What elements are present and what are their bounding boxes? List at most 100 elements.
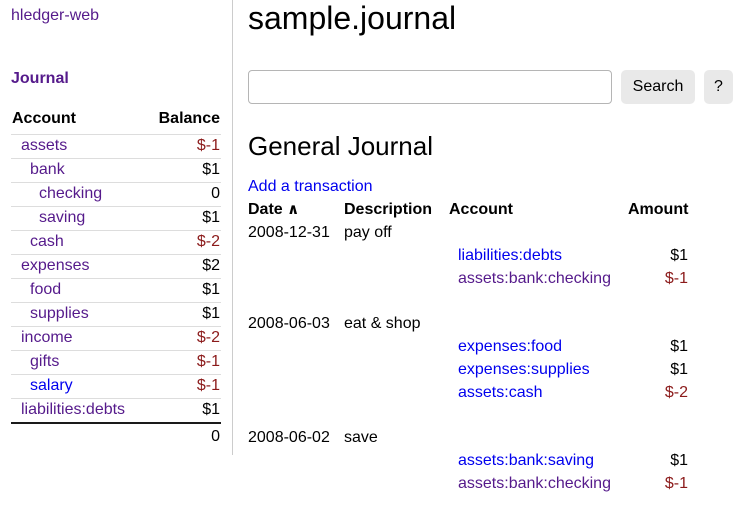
posting-amount: $1	[670, 452, 688, 469]
balance-table-header-row: Account Balance	[11, 106, 221, 135]
account-cell: bank	[11, 158, 147, 183]
account-row: liabilities:debts $1	[11, 398, 221, 423]
account-row: checking 0	[11, 182, 221, 207]
account-row: gifts $-1	[11, 350, 221, 375]
balance-total-row: 0	[11, 422, 221, 449]
account-link[interactable]: assets	[21, 137, 68, 154]
account-link[interactable]: expenses	[21, 257, 90, 274]
transaction-amount-empty	[628, 313, 688, 336]
sidebar-item-journal[interactable]: Journal	[11, 70, 69, 87]
posting-date-empty	[248, 336, 344, 359]
account-row: salary $-1	[11, 374, 221, 399]
account-cell: cash	[11, 230, 147, 255]
search-help-button[interactable]: ?	[704, 70, 733, 104]
posting-description-empty	[344, 245, 449, 268]
posting-date-empty	[248, 382, 344, 405]
transaction-description: eat & shop	[344, 315, 421, 332]
account-link[interactable]: income	[21, 329, 73, 346]
amount-column-header: Amount	[628, 201, 689, 218]
posting-account-link[interactable]: assets:cash	[458, 384, 543, 401]
search-form: Search ?	[248, 70, 735, 104]
page-title: sample.journal	[248, 0, 457, 36]
posting-account-link[interactable]: assets:bank:checking	[458, 270, 611, 287]
transaction-account-empty	[449, 222, 628, 245]
account-link[interactable]: checking	[39, 185, 103, 202]
posting-row: liabilities:debts $1	[248, 245, 688, 268]
account-row: cash $-2	[11, 230, 221, 255]
posting-account-cell: expenses:supplies	[449, 359, 628, 382]
account-link[interactable]: supplies	[30, 305, 89, 322]
balance-column-header: Balance	[158, 110, 220, 127]
posting-row: assets:bank:checking $-1	[248, 473, 688, 496]
account-balance: 0	[146, 182, 221, 207]
posting-date-empty	[248, 359, 344, 382]
transaction-date: 2008-12-31	[248, 224, 330, 241]
posting-account-link[interactable]: expenses:supplies	[458, 361, 590, 378]
account-balance: $1	[146, 206, 221, 231]
transaction-spacer	[248, 291, 688, 313]
account-row: expenses $2	[11, 254, 221, 279]
posting-account-cell: expenses:food	[449, 336, 628, 359]
account-link[interactable]: bank	[30, 161, 65, 178]
posting-date-empty	[248, 450, 344, 473]
posting-account-cell: assets:bank:checking	[449, 473, 628, 496]
posting-date-empty	[248, 473, 344, 496]
account-balance: $-1	[146, 134, 221, 159]
posting-amount: $1	[670, 361, 688, 378]
posting-account-cell: assets:cash	[449, 382, 628, 405]
account-row: supplies $1	[11, 302, 221, 327]
search-button[interactable]: Search	[621, 70, 695, 104]
account-link[interactable]: salary	[30, 377, 73, 394]
transaction-account-empty	[449, 313, 628, 336]
posting-account-link[interactable]: assets:bank:checking	[458, 475, 611, 492]
posting-description-empty	[344, 382, 449, 405]
transaction-description: save	[344, 429, 378, 446]
account-row: saving $1	[11, 206, 221, 231]
posting-account-link[interactable]: assets:bank:saving	[458, 452, 595, 469]
account-cell: income	[11, 326, 147, 351]
posting-description-empty	[344, 473, 449, 496]
posting-description-empty	[344, 450, 449, 473]
search-input[interactable]	[248, 70, 612, 104]
account-row: bank $1	[11, 158, 221, 183]
journal-table: Date ∧ Description Account Amount 2008-1…	[248, 198, 688, 518]
sidebar: hledger-web Journal Account Balance asse…	[0, 0, 233, 455]
posting-account-cell: assets:bank:saving	[449, 450, 628, 473]
account-balance: $-1	[146, 350, 221, 375]
account-column-header: Account	[12, 110, 76, 127]
posting-account-link[interactable]: expenses:food	[458, 338, 563, 355]
posting-amount: $-1	[664, 475, 688, 492]
account-column-header-main: Account	[449, 201, 513, 218]
account-cell: supplies	[11, 302, 147, 327]
transaction-spacer	[248, 405, 688, 427]
balance-total-value: 0	[146, 422, 221, 449]
account-link[interactable]: saving	[39, 209, 86, 226]
posting-amount: $-2	[664, 384, 688, 401]
account-cell: saving	[11, 206, 147, 231]
app-title-link[interactable]: hledger-web	[11, 7, 100, 24]
posting-date-empty	[248, 245, 344, 268]
date-header-label: Date	[248, 201, 283, 218]
account-link[interactable]: liabilities:debts	[21, 401, 126, 418]
transaction-row: 2008-06-03 eat & shop	[248, 313, 688, 336]
posting-row: expenses:food $1	[248, 336, 688, 359]
account-link[interactable]: food	[30, 281, 62, 298]
account-cell: assets	[11, 134, 147, 159]
account-link[interactable]: cash	[30, 233, 64, 250]
account-cell: gifts	[11, 350, 147, 375]
account-link[interactable]: gifts	[30, 353, 60, 370]
add-transaction-link[interactable]: Add a transaction	[248, 178, 373, 195]
description-column-header: Description	[344, 201, 433, 218]
posting-account-cell: liabilities:debts	[449, 245, 628, 268]
account-cell: checking	[11, 182, 147, 207]
account-row: food $1	[11, 278, 221, 303]
journal-header-row: Date ∧ Description Account Amount	[248, 198, 688, 222]
transaction-date: 2008-06-02	[248, 429, 330, 446]
main-content: sample.journal Search ? General Journal …	[248, 0, 735, 518]
account-row: assets $-1	[11, 134, 221, 159]
transaction-row: 2008-06-02 save	[248, 427, 688, 450]
account-balance: $-2	[146, 230, 221, 255]
posting-account-link[interactable]: liabilities:debts	[458, 247, 563, 264]
date-column-header[interactable]: Date ∧	[248, 198, 344, 222]
account-balance: $1	[146, 278, 221, 303]
